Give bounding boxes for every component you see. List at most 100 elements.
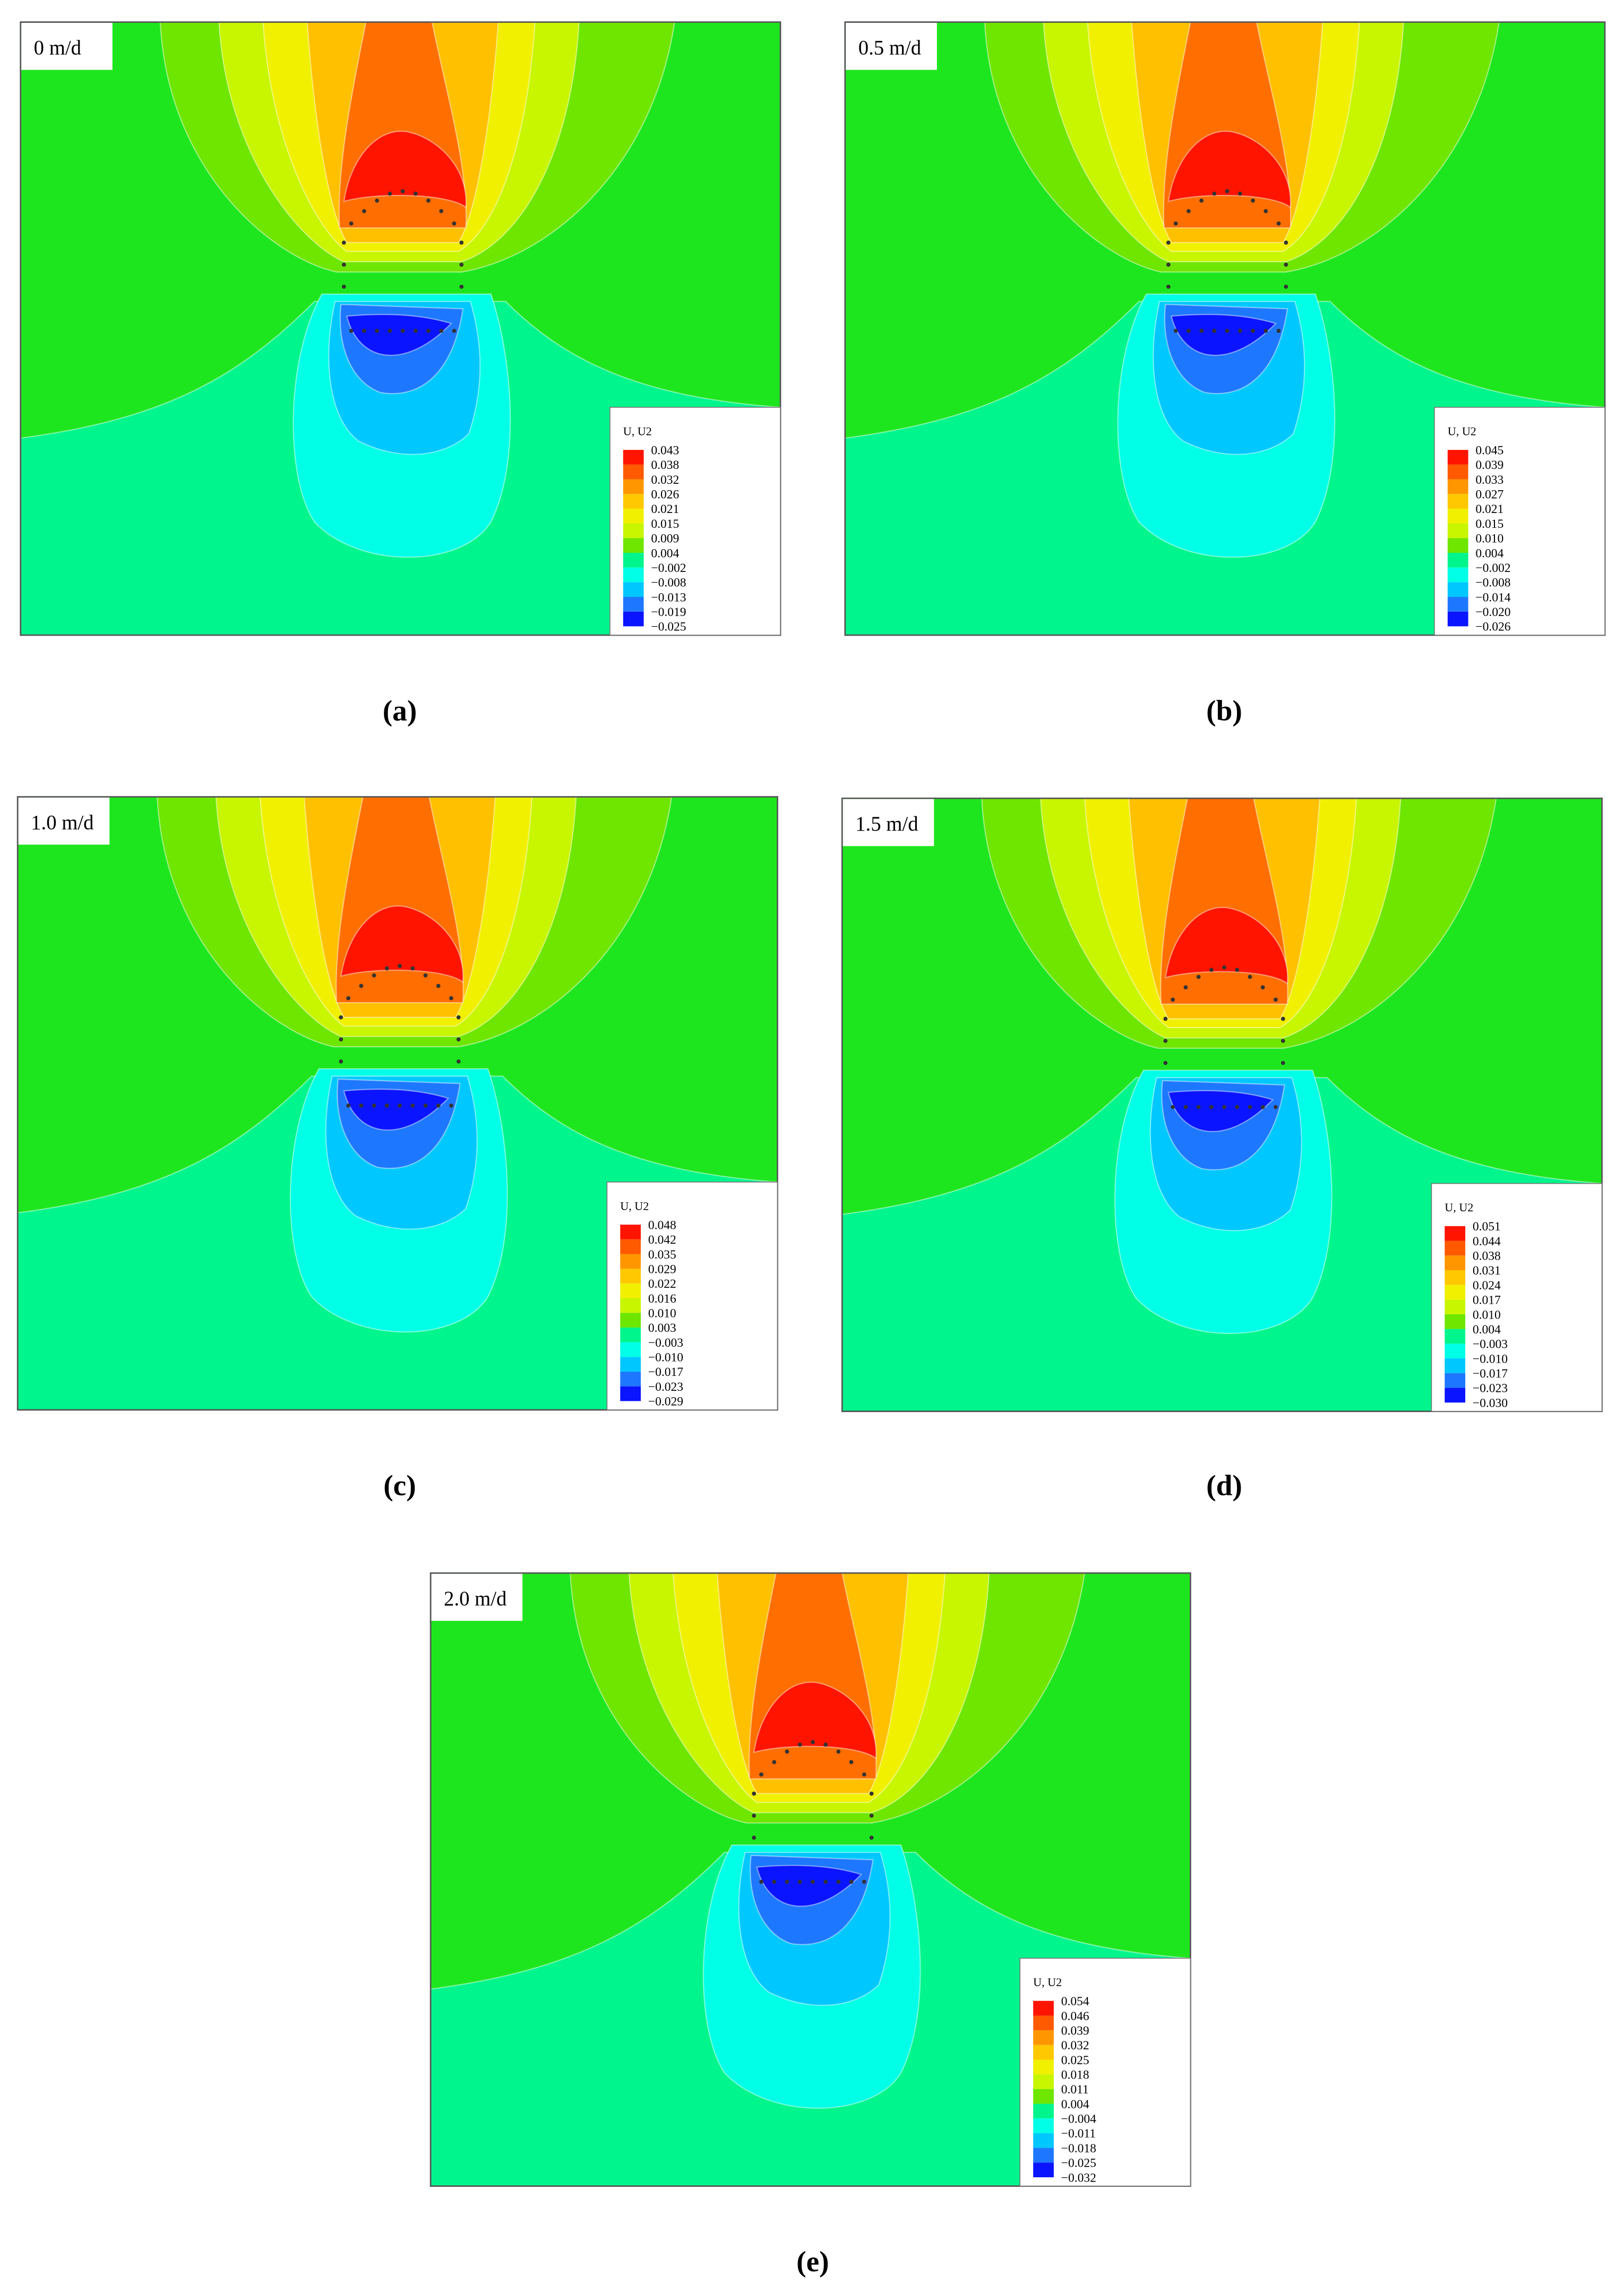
- pile-dot: [823, 1879, 828, 1884]
- pile-dot: [346, 996, 350, 1000]
- pile-dot: [759, 1772, 763, 1777]
- pile-dot: [1274, 997, 1278, 1002]
- pile-dot: [836, 1749, 841, 1754]
- pile-dot: [1171, 997, 1175, 1002]
- legend-value: −0.025: [1061, 2157, 1096, 2170]
- legend-value: 0.032: [651, 473, 679, 487]
- pile-dot: [400, 189, 405, 193]
- caption: (d): [1206, 1469, 1242, 1501]
- label-box: [846, 22, 937, 70]
- frame: [429, 1572, 1191, 2187]
- pile-dot: [862, 1879, 866, 1884]
- legend-swatch: [620, 1283, 641, 1298]
- pile-dot: [1187, 209, 1191, 213]
- contour-band: [1170, 313, 1277, 356]
- pile-dot: [1260, 985, 1265, 990]
- pile-dot: [1183, 985, 1188, 990]
- legend-title: U, U2: [1033, 1975, 1062, 1989]
- legend-swatch: [1447, 611, 1468, 627]
- legend-value: 0.042: [648, 1233, 676, 1247]
- pile-dot: [1171, 1105, 1175, 1109]
- pile-dot: [436, 1103, 441, 1108]
- legend-swatch: [1447, 523, 1468, 538]
- pile-dot: [1260, 1105, 1265, 1109]
- pile-dot: [452, 329, 457, 333]
- legend-swatch: [620, 1371, 641, 1387]
- legend-value: 0.051: [1473, 1220, 1501, 1234]
- pile-dot: [388, 191, 392, 196]
- legend-swatch: [1447, 567, 1468, 583]
- legend-value: 0.027: [1475, 488, 1503, 502]
- legend-value: 0.010: [1475, 532, 1503, 546]
- legend-value: −0.004: [1061, 2113, 1096, 2126]
- contour-band: [1164, 906, 1288, 985]
- pile-dot: [346, 1103, 350, 1108]
- pile-dot: [1235, 1105, 1240, 1109]
- pile-dot: [1163, 1016, 1168, 1021]
- pile-dot: [398, 964, 402, 968]
- legend-swatch: [1447, 479, 1468, 494]
- legend-value: 0.043: [651, 444, 679, 458]
- legend-value: 0.031: [1473, 1264, 1501, 1278]
- legend-value: −0.017: [1473, 1367, 1508, 1381]
- legend-value: 0.035: [648, 1248, 676, 1262]
- legend-swatch: [620, 1357, 641, 1372]
- pile-dot: [1276, 329, 1281, 333]
- pile-dot: [1163, 1039, 1168, 1043]
- legend-swatch: [1447, 538, 1468, 553]
- pile-dot: [1264, 209, 1268, 213]
- pile-dot: [1225, 329, 1230, 333]
- pile-dot: [388, 329, 392, 333]
- pile-dot: [459, 240, 464, 245]
- label-box: [18, 797, 110, 845]
- pile-dot: [752, 1835, 757, 1840]
- panel: 1.0 m/dU, U20.0480.0420.0350.0290.0220.0…: [16, 796, 778, 1411]
- legend-swatch: [623, 450, 644, 465]
- pile-dot: [362, 329, 366, 333]
- legend-value: −0.014: [1475, 591, 1510, 604]
- frame: [844, 21, 1606, 636]
- legend-value: 0.038: [1473, 1250, 1501, 1263]
- caption: (a): [383, 695, 417, 727]
- pile-dot: [1222, 1105, 1226, 1109]
- legend-value: −0.008: [1475, 576, 1510, 590]
- contour-band: [343, 1088, 450, 1131]
- legend-value: −0.010: [648, 1351, 683, 1365]
- legend-value: 0.021: [1475, 502, 1503, 516]
- legend-swatch: [623, 479, 644, 494]
- legend-swatch: [1447, 508, 1468, 524]
- pile-dot: [1235, 968, 1240, 972]
- legend-value: 0.004: [1475, 546, 1503, 560]
- pile-dot: [349, 221, 354, 226]
- pile-dot: [459, 285, 464, 289]
- pile-dot: [1183, 1105, 1188, 1109]
- legend-swatch: [1033, 2059, 1054, 2075]
- legend-value: 0.045: [1475, 444, 1503, 458]
- legend-swatch: [1445, 1270, 1466, 1285]
- pile-dot: [1209, 1105, 1214, 1109]
- pile-dot: [349, 329, 354, 333]
- legend-swatch: [620, 1254, 641, 1269]
- legend-swatch: [623, 567, 644, 583]
- legend-title: U, U2: [1448, 425, 1476, 438]
- contour-plot: [20, 22, 780, 636]
- pile-dot: [1264, 329, 1268, 333]
- legend-swatch: [620, 1386, 641, 1401]
- legend-swatch: [1445, 1344, 1466, 1359]
- legend-swatch: [1033, 2074, 1054, 2089]
- panel: 0 m/d U, U2 0.0430.0380.0320.0260.0210.015…: [20, 21, 781, 636]
- pile-dot: [772, 1760, 777, 1765]
- legend-value: −0.013: [651, 591, 686, 604]
- legend-value: 0.038: [651, 458, 679, 472]
- legend-value: −0.030: [1473, 1396, 1508, 1410]
- pile-dot: [752, 1814, 757, 1818]
- panel-label: 0.5 m/d: [858, 37, 921, 59]
- legend-value: 0.009: [651, 532, 679, 546]
- pile-dot: [456, 1037, 461, 1042]
- pile-dot: [1225, 189, 1230, 193]
- pile-dot: [869, 1791, 874, 1796]
- legend-swatch: [623, 494, 644, 509]
- pile-dot: [1187, 329, 1191, 333]
- pile-dot: [1199, 329, 1204, 333]
- pile-dot: [1276, 221, 1281, 226]
